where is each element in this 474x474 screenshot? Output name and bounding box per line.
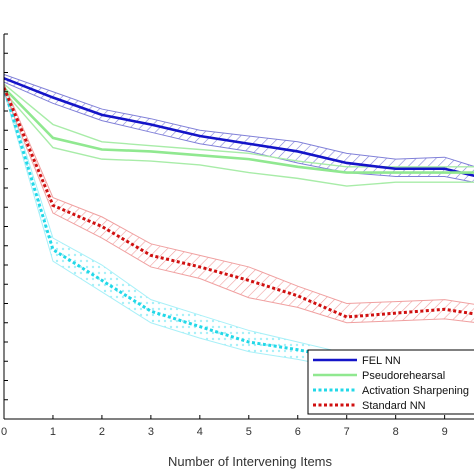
x-axis-label: Number of Intervening Items: [168, 454, 333, 469]
x-tick-label: 1: [50, 426, 56, 438]
x-tick-label: 8: [393, 426, 399, 438]
pseudorehearsal-run-line: [4, 91, 474, 187]
fel-nn-band-lower: [4, 81, 474, 183]
standard-nn-band: [4, 84, 474, 323]
fel-nn-band-upper: [4, 73, 474, 167]
x-ticks: 0 1 2 3 4 5 6 7 8 9: [1, 415, 448, 438]
series-lines: [4, 77, 474, 381]
x-tick-label: 3: [148, 426, 154, 438]
y-ticks: [4, 33, 8, 420]
legend-label-standard-nn: Standard NN: [362, 400, 426, 412]
activation-sharpening-band: [4, 84, 474, 387]
legend-label-pseudorehearsal: Pseudorehearsal: [362, 370, 445, 382]
fel-nn-band: [4, 74, 474, 183]
x-tick-label: 2: [99, 426, 105, 438]
confidence-bands: [4, 73, 474, 388]
legend: FEL NN Pseudorehearsal Activation Sharpeni…: [307, 349, 474, 415]
legend-label-fel-nn: FEL NN: [362, 355, 401, 367]
x-tick-label: 5: [246, 426, 252, 438]
x-tick-label: 4: [197, 426, 203, 438]
x-tick-label: 6: [295, 426, 301, 438]
x-tick-label: 7: [344, 426, 350, 438]
x-tick-label: 9: [442, 426, 448, 438]
standard-nn-band-lower: [4, 91, 474, 324]
standard-nn-band-upper: [4, 83, 474, 305]
pseudorehearsal-run-line: [4, 83, 474, 168]
x-tick-label: 0: [1, 426, 7, 438]
legend-label-activation-sharpening: Activation Sharpening: [362, 385, 469, 397]
